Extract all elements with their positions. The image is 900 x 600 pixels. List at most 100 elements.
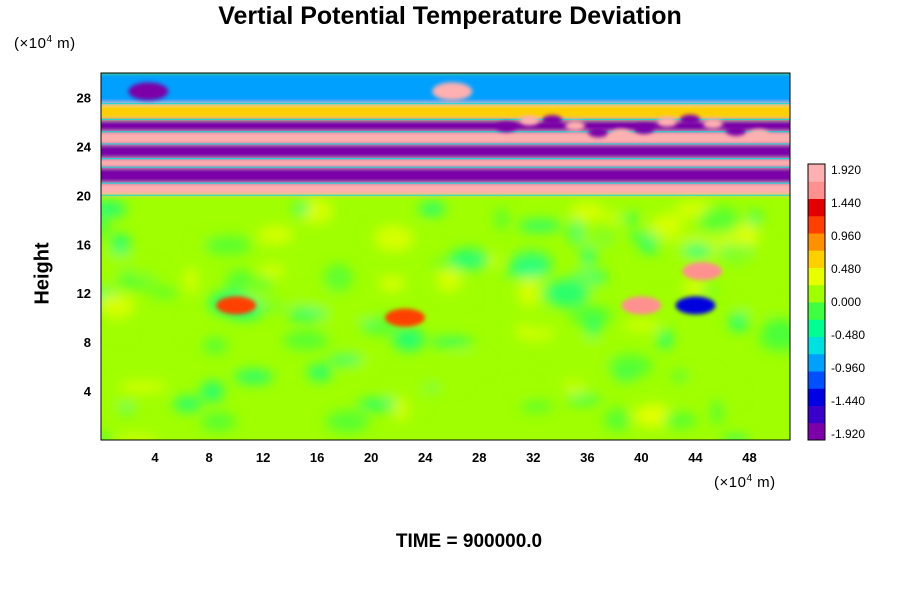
texture-blob	[621, 213, 640, 223]
texture-blob	[104, 393, 144, 407]
stratified-band	[101, 131, 790, 144]
texture-blob	[757, 302, 780, 315]
colorbar-swatch	[808, 405, 825, 424]
texture-blob	[319, 303, 341, 330]
x-tick-label: 32	[526, 450, 540, 465]
x-tick-labels: 4 8 12 16 20 24 28 32 36 40 44 48	[151, 450, 756, 465]
wave-cell	[702, 118, 723, 129]
texture-blob	[307, 364, 333, 381]
stratified-band	[101, 183, 790, 196]
texture-blob	[184, 267, 198, 293]
y-tick-label: 4	[84, 384, 92, 399]
colorbar-tick-label: 0.000	[831, 295, 861, 309]
texture-blob	[392, 327, 425, 352]
colorbar-swatch	[808, 164, 825, 182]
texture-blob	[435, 268, 463, 291]
colorbar-swatch	[808, 319, 825, 337]
colorbar-tick-label: -1.440	[831, 394, 865, 408]
texture-blob	[200, 381, 225, 402]
colorbar-tick-label: 0.480	[831, 262, 861, 276]
y-unit-suffix: m)	[52, 35, 76, 52]
x-tick-label: 24	[418, 450, 433, 465]
heatmap-field	[101, 73, 790, 440]
texture-blob	[675, 224, 707, 238]
texture-blob	[149, 287, 179, 298]
texture-blob	[520, 401, 554, 412]
colorbar-tick-label: 1.440	[831, 196, 861, 210]
texture-blob	[505, 266, 550, 278]
colorbar-swatch	[808, 198, 825, 217]
colorbar-swatch	[808, 284, 825, 303]
y-tick-label: 20	[77, 188, 91, 203]
x-tick-label: 48	[742, 450, 756, 465]
y-unit-prefix: (×10	[14, 35, 47, 52]
texture-blob	[327, 354, 363, 366]
colorbar-tick-label: -1.920	[831, 427, 865, 441]
texture-blob	[657, 328, 673, 350]
colorbar-swatch	[808, 267, 825, 286]
texture-blob	[237, 289, 266, 298]
texture-blob	[101, 293, 135, 319]
texture-blob	[394, 396, 408, 423]
feature-cell	[432, 82, 473, 101]
colorbar-swatch	[808, 388, 825, 406]
texture-blob	[577, 265, 593, 274]
y-tick-label: 8	[84, 335, 91, 350]
colorbar: 1.920 1.440 0.960 0.480 0.000 -0.480 -0.960 -1.…	[807, 163, 865, 441]
texture-blob	[101, 200, 127, 218]
texture-blob	[204, 235, 252, 255]
texture-blob	[565, 361, 590, 387]
colorbar-swatch	[808, 302, 825, 320]
plot-frame	[100, 72, 791, 441]
texture-blob	[101, 432, 112, 440]
stratified-band	[101, 158, 790, 168]
texture-blob	[560, 338, 607, 362]
wave-cell	[680, 114, 701, 125]
x-unit-exponent: 4	[746, 473, 753, 484]
colorbar-frame	[807, 163, 826, 441]
texture-blob	[293, 201, 310, 216]
colorbar-tick-label: 0.960	[831, 229, 861, 243]
texture-blob	[738, 231, 761, 244]
stratified-band	[101, 119, 790, 132]
colorbar-tick-label: 1.920	[831, 163, 861, 177]
feature-cell	[216, 296, 257, 315]
texture-blob	[202, 337, 228, 354]
texture-blob	[747, 246, 781, 262]
x-unit-prefix: (×10	[714, 474, 747, 491]
x-unit-suffix: m)	[752, 474, 776, 491]
texture-blob	[374, 225, 413, 252]
texture-blob	[698, 206, 741, 235]
colorbar-swatch	[808, 353, 825, 372]
texture-blob	[132, 261, 160, 281]
texture-blob	[580, 246, 597, 267]
stratified-band	[101, 167, 790, 184]
x-tick-label: 40	[634, 450, 648, 465]
texture-blob	[747, 211, 763, 225]
x-tick-label: 44	[688, 450, 703, 465]
texture-blob	[743, 268, 785, 281]
x-unit-label: (×104 m)	[714, 473, 776, 491]
band-group	[101, 73, 790, 196]
x-tick-label: 36	[580, 450, 594, 465]
texture-blob	[253, 287, 300, 307]
texture-blob	[623, 320, 660, 331]
texture-blob	[671, 370, 689, 383]
texture-blob	[683, 276, 708, 300]
wave-group	[496, 114, 769, 140]
feature-group	[128, 82, 723, 327]
colorbar-swatch	[808, 336, 825, 355]
wave-cell	[725, 125, 746, 136]
turbulence-texture	[101, 198, 790, 440]
texture-blob	[543, 279, 590, 308]
texture-blob	[603, 407, 631, 432]
colorbar-tick-label: -0.960	[831, 361, 865, 375]
texture-blob	[540, 339, 555, 353]
wave-cell	[496, 121, 517, 132]
texture-blob	[183, 319, 196, 339]
y-tick-label: 12	[77, 286, 91, 301]
texture-blob	[287, 307, 326, 322]
y-tick-label: 28	[77, 90, 91, 105]
wave-cell	[611, 128, 632, 139]
stratified-band	[101, 143, 790, 159]
